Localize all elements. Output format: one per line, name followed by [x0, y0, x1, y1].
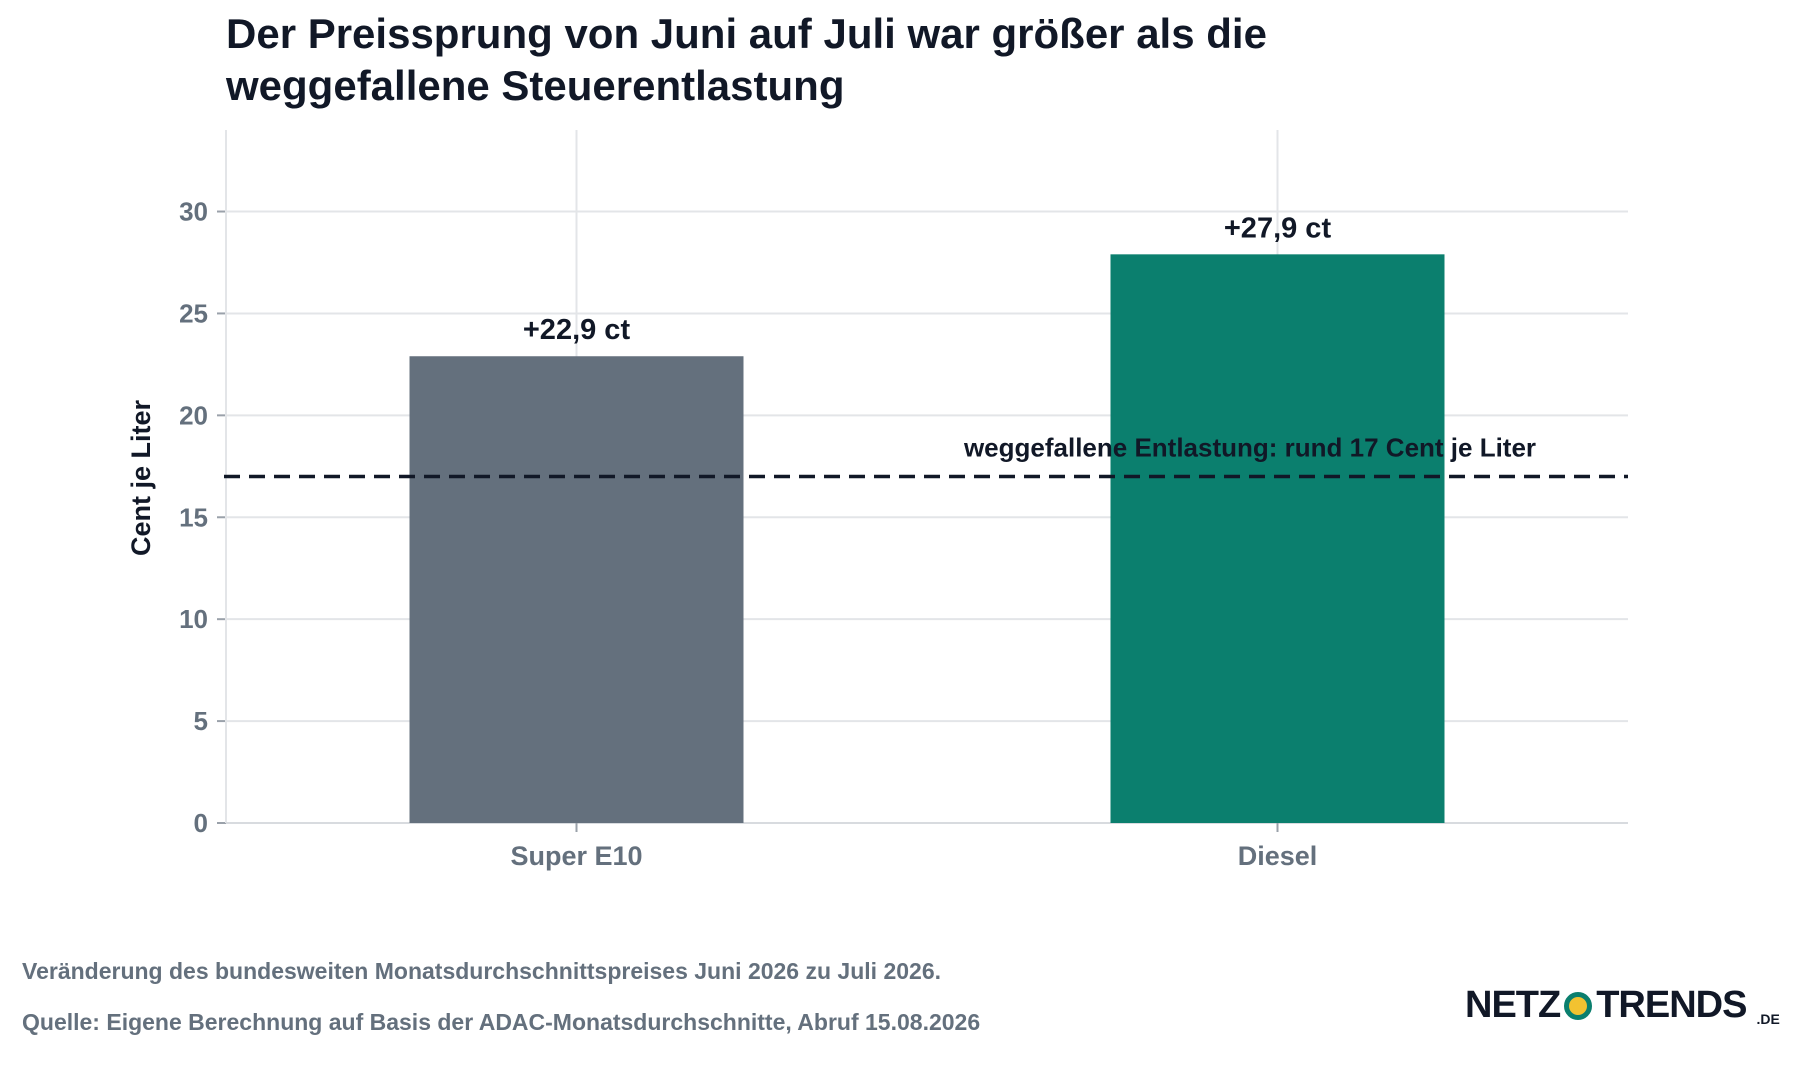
netztrends-dot-icon	[1564, 991, 1593, 1020]
y-tick-label: 15	[179, 502, 208, 532]
chart-note: Veränderung des bundesweiten Monatsdurch…	[22, 958, 942, 984]
y-tick-label: 0	[194, 808, 208, 838]
bars-layer	[409, 254, 1445, 824]
data-label: +27,9 ct	[1224, 212, 1332, 244]
y-tick-label: 25	[179, 298, 208, 328]
logo-left-word: NETZ	[1465, 984, 1561, 1026]
bar-super-e10	[409, 356, 744, 823]
bar-chart: 0 5 10 15 20 25 30 +22,9 ct Super E10 +27,9 ct Die…	[126, 130, 1628, 871]
y-tick-label: 30	[179, 197, 208, 227]
reference-line-label: weggefallene Entlastung: rund 17 Cent je…	[963, 433, 1536, 463]
logo-tld: .DE	[1756, 1011, 1780, 1027]
y-axis-label: Cent je Liter	[126, 399, 156, 556]
x-tick-label: Diesel	[1238, 841, 1318, 871]
x-tick-label: Super E10	[510, 841, 642, 871]
logo-right-word: TRENDS	[1596, 984, 1747, 1026]
labels-layer: 0 5 10 15 20 25 30 +22,9 ct Super E10 +27,9 ct Die…	[179, 197, 1536, 871]
y-tick-label: 5	[194, 706, 208, 736]
y-tick-label: 20	[179, 400, 208, 430]
y-tick-label: 10	[179, 604, 208, 634]
chart-source: Quelle: Eigene Berechnung auf Basis der …	[22, 1009, 981, 1035]
netztrends-logo: NETZ TRENDS .DE	[1465, 984, 1780, 1034]
data-label: +22,9 ct	[523, 314, 631, 346]
chart-title: Der Preissprung von Juni auf Juli war gr…	[226, 10, 1267, 109]
bar-diesel	[1110, 254, 1445, 824]
